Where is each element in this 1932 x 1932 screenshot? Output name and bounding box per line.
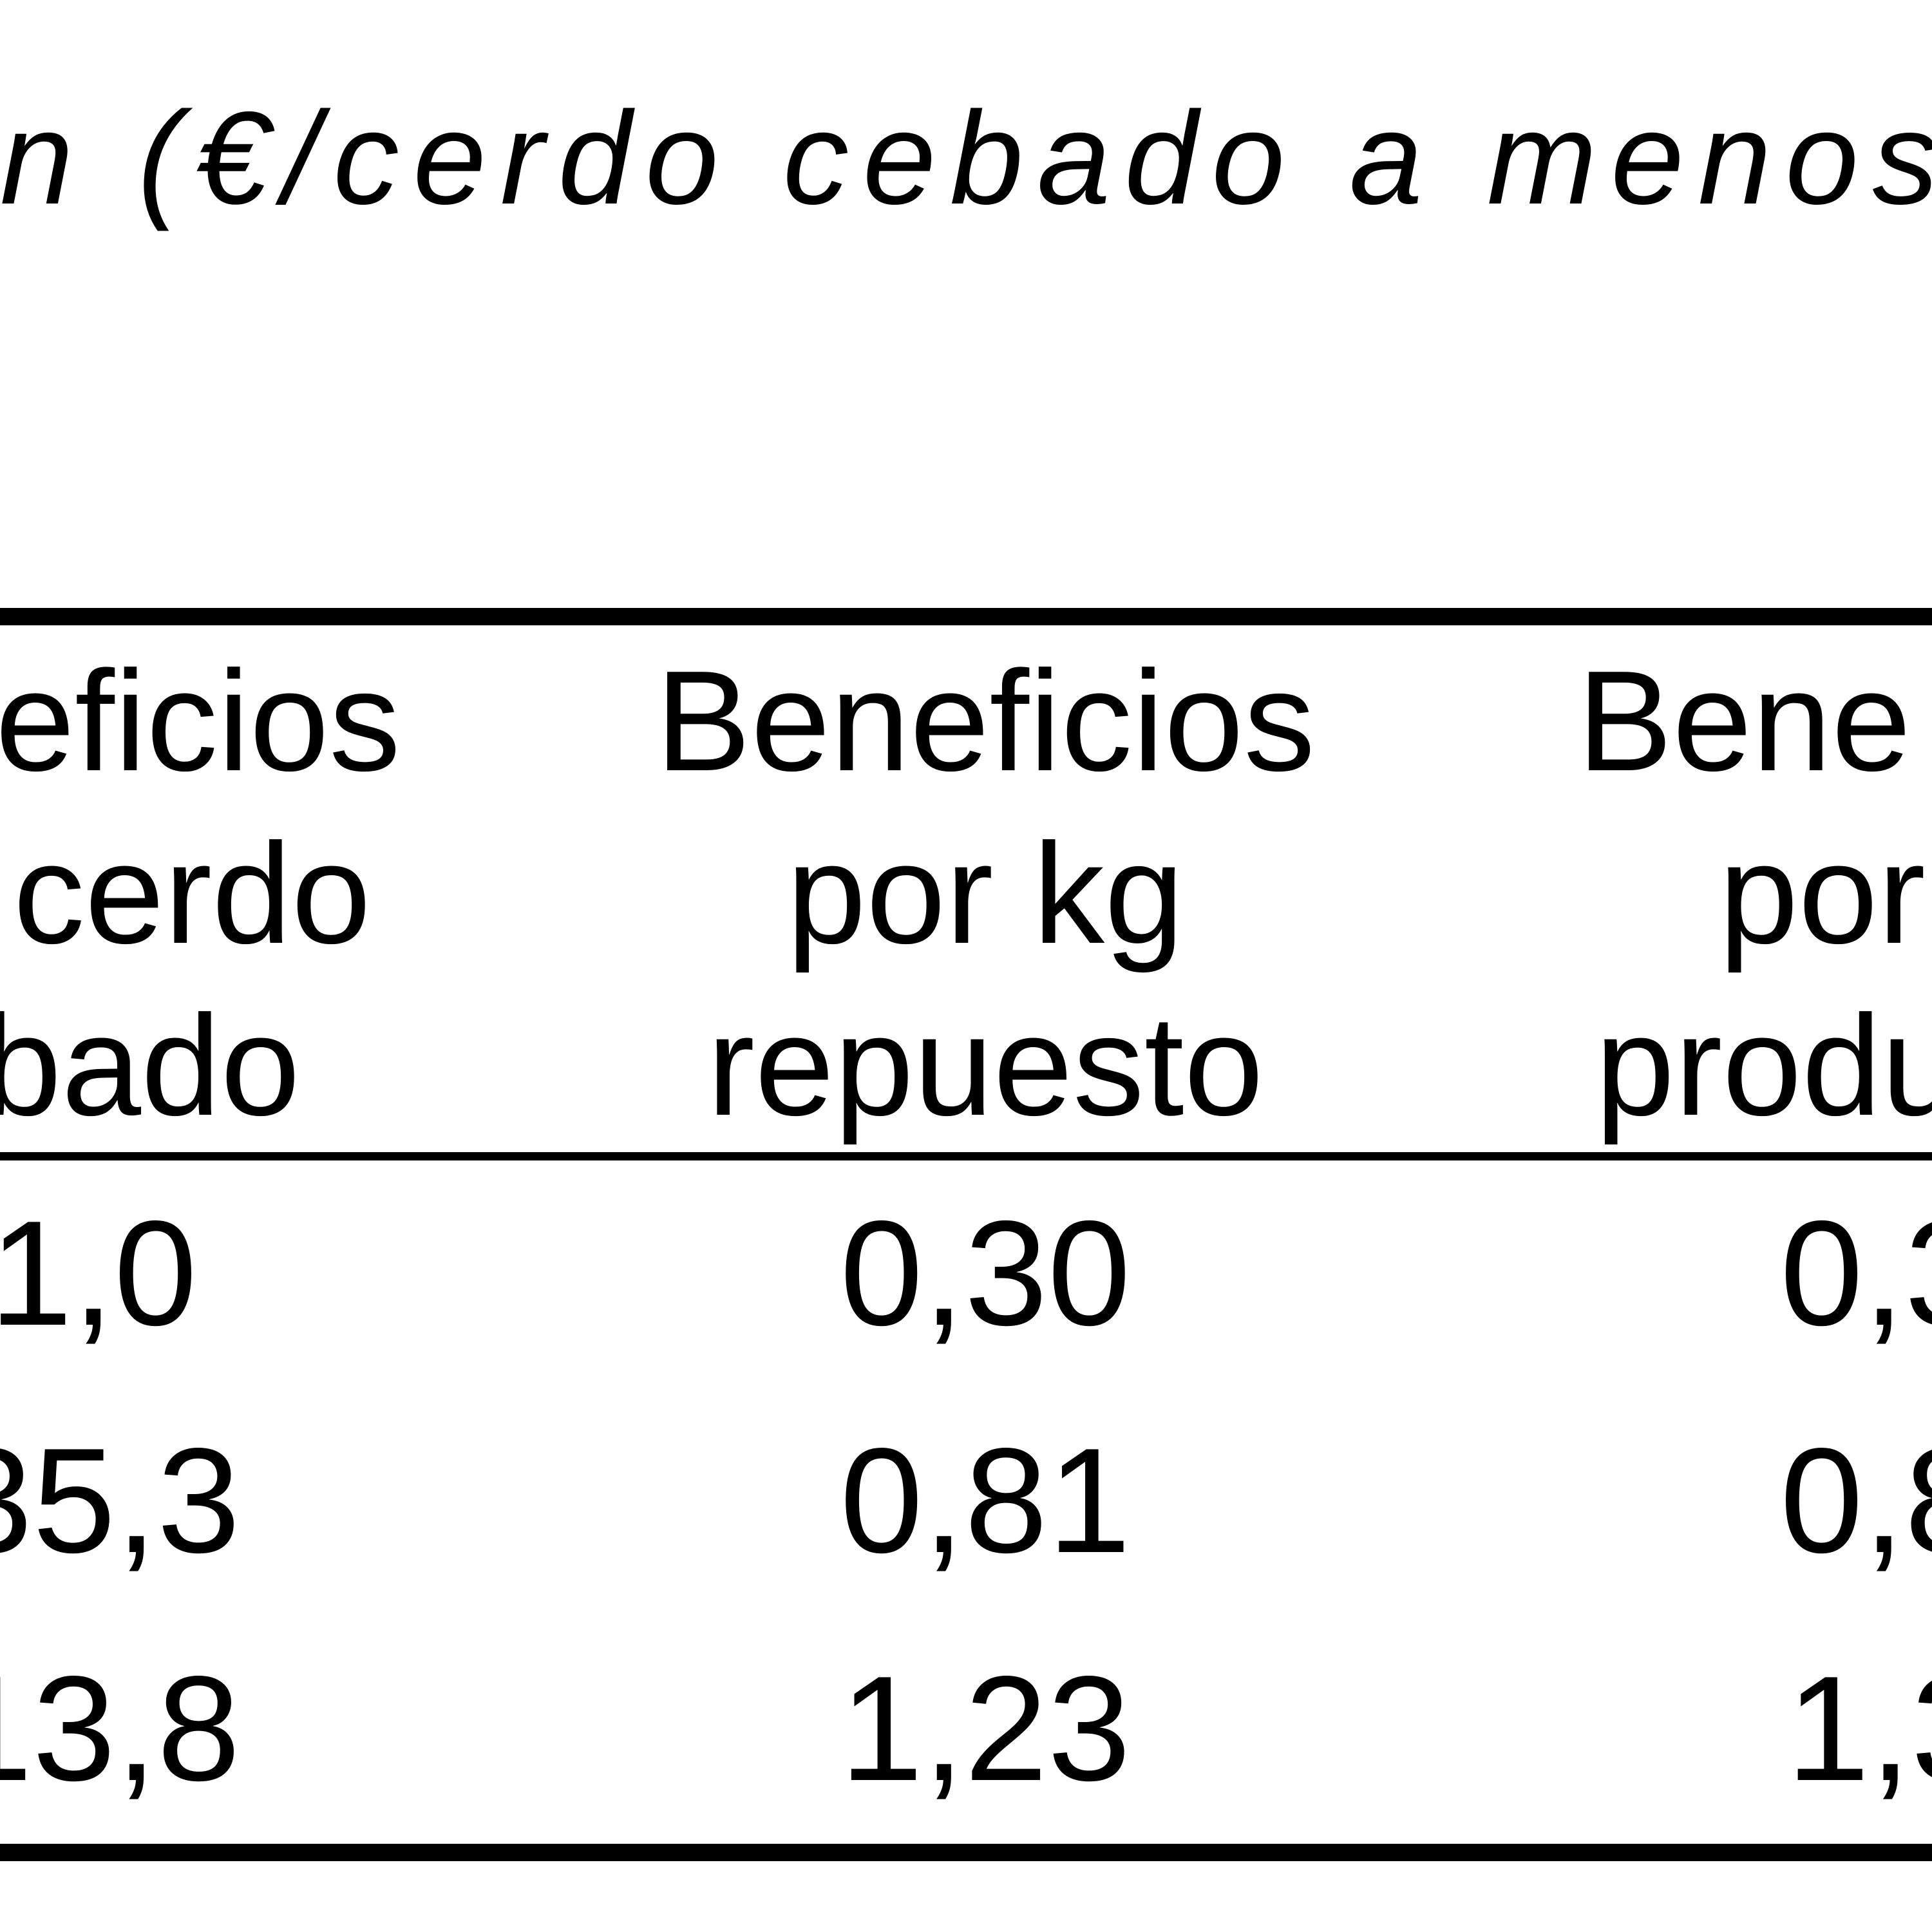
- header-text: por: [1719, 814, 1926, 974]
- header-text: cerdo: [14, 814, 371, 974]
- header-text: Beneficios: [656, 641, 1315, 801]
- header-text: bado: [0, 986, 300, 1146]
- table-cell: 1,3: [1786, 1645, 1932, 1812]
- table-cell: 1,0: [0, 1190, 197, 1357]
- bottom-rule: [0, 1844, 1932, 1861]
- header-text: Bene: [1577, 641, 1911, 801]
- header-rule: [0, 1152, 1932, 1160]
- top-rule: [0, 608, 1932, 625]
- table-cell: 0,81: [840, 1417, 1131, 1584]
- table-caption: n (€/cerdo cebado a menos: [0, 84, 1932, 232]
- table-cell: 13,8: [0, 1645, 240, 1812]
- table-cell: 0,30: [840, 1190, 1131, 1357]
- header-text: por kg: [786, 814, 1184, 974]
- table-cell: 1,23: [840, 1645, 1131, 1812]
- header-text: eficios: [0, 641, 401, 801]
- table-cell: 0,3: [1780, 1190, 1932, 1357]
- header-text: repuesto: [707, 986, 1264, 1146]
- header-text: produ: [1595, 986, 1932, 1146]
- table-cell: 0,8: [1780, 1417, 1932, 1584]
- table-cell: 35,3: [0, 1417, 240, 1584]
